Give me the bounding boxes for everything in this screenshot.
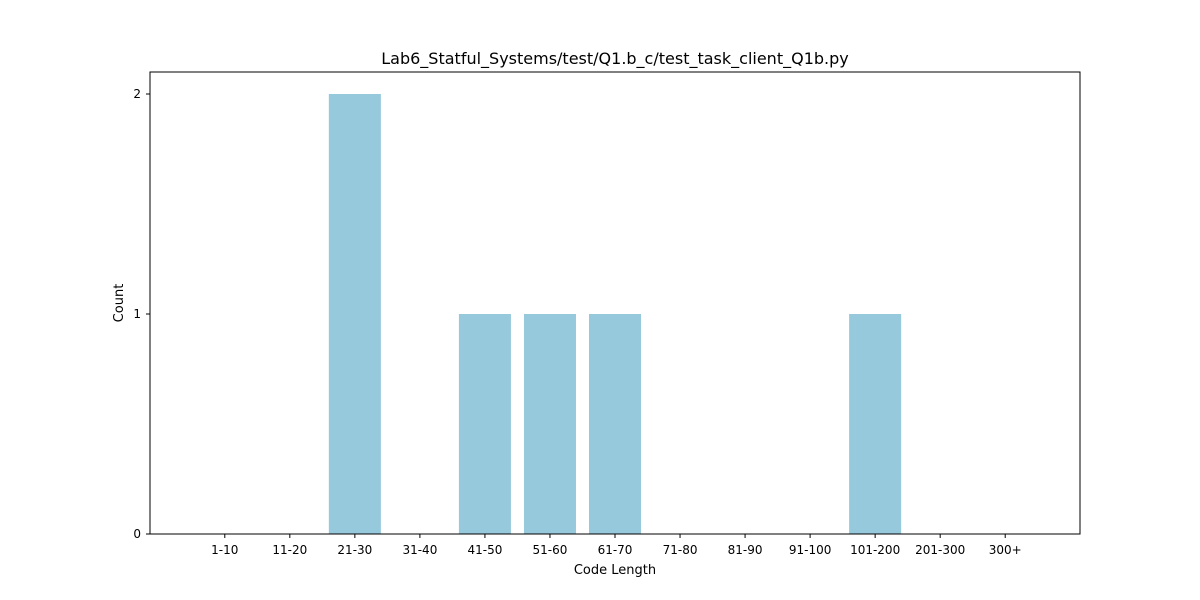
- bars-layer: [328, 94, 902, 534]
- x-tick-label: 41-50: [467, 543, 502, 557]
- plot-frame: [149, 71, 1081, 535]
- chart-title: Lab6_Statful_Systems/test/Q1.b_c/test_ta…: [381, 49, 848, 69]
- bar-41-50: [458, 314, 511, 534]
- bar-61-70: [588, 314, 642, 534]
- bar-21-30: [328, 94, 381, 534]
- y-tick-label: 0: [133, 527, 141, 541]
- y-tick-label: 2: [133, 87, 141, 101]
- x-tick-label: 101-200: [850, 543, 900, 557]
- x-tick-label: 21-30: [337, 543, 372, 557]
- x-tick-label: 201-300: [915, 543, 965, 557]
- x-tick-label: 31-40: [402, 543, 437, 557]
- x-tick-label: 71-80: [663, 543, 698, 557]
- x-tick-label: 91-100: [789, 543, 832, 557]
- x-tick-label: 61-70: [598, 543, 633, 557]
- bar-101-200: [849, 314, 902, 534]
- x-tick-label: 300+: [989, 543, 1022, 557]
- bar-51-60: [523, 314, 576, 534]
- y-tick-label: 1: [133, 307, 141, 321]
- y-axis-label: Count: [112, 284, 127, 323]
- x-axis-label: Code Length: [574, 563, 656, 578]
- ticks-layer: 1-10 11-20 21-30 31-40 41-50 51-60 61-70 71-80 8…: [133, 87, 1021, 557]
- x-tick-label: 81-90: [728, 543, 763, 557]
- x-tick-label: 11-20: [272, 543, 307, 557]
- x-tick-label: 51-60: [533, 543, 568, 557]
- x-tick-label: 1-10: [211, 543, 238, 557]
